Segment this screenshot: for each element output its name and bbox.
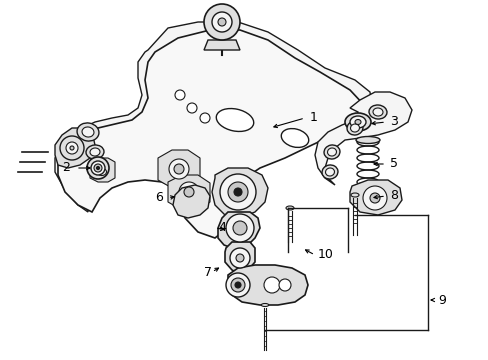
Text: 4: 4 <box>218 221 225 234</box>
Ellipse shape <box>203 4 240 40</box>
Text: 3: 3 <box>389 116 397 129</box>
Ellipse shape <box>212 12 231 32</box>
Polygon shape <box>212 168 267 218</box>
Ellipse shape <box>369 193 379 203</box>
Polygon shape <box>218 212 260 248</box>
Ellipse shape <box>179 182 199 202</box>
Ellipse shape <box>279 279 290 291</box>
Polygon shape <box>168 175 209 210</box>
Ellipse shape <box>227 182 247 202</box>
Ellipse shape <box>174 164 183 174</box>
Polygon shape <box>227 265 307 305</box>
Ellipse shape <box>186 103 197 113</box>
Text: 1: 1 <box>309 112 317 125</box>
Polygon shape <box>349 180 401 215</box>
Polygon shape <box>55 22 371 232</box>
Ellipse shape <box>70 146 74 150</box>
Polygon shape <box>203 40 240 50</box>
Ellipse shape <box>234 188 242 196</box>
Polygon shape <box>158 150 200 188</box>
Text: 7: 7 <box>203 265 212 279</box>
Polygon shape <box>173 185 209 218</box>
Text: 9: 9 <box>437 293 445 306</box>
Ellipse shape <box>285 206 293 210</box>
Polygon shape <box>55 128 95 168</box>
Ellipse shape <box>327 148 336 156</box>
Ellipse shape <box>216 108 253 131</box>
Ellipse shape <box>77 123 99 141</box>
Ellipse shape <box>354 120 360 125</box>
Ellipse shape <box>325 168 334 176</box>
Ellipse shape <box>368 105 386 119</box>
Ellipse shape <box>225 214 253 242</box>
Polygon shape <box>90 158 115 182</box>
Ellipse shape <box>66 142 78 154</box>
Text: 8: 8 <box>389 189 397 202</box>
Ellipse shape <box>82 127 94 137</box>
Ellipse shape <box>200 113 209 123</box>
Text: 6: 6 <box>155 192 163 204</box>
Ellipse shape <box>230 278 244 292</box>
Ellipse shape <box>264 277 280 293</box>
Ellipse shape <box>183 187 194 197</box>
Ellipse shape <box>175 90 184 100</box>
Ellipse shape <box>362 186 386 210</box>
Ellipse shape <box>87 157 109 179</box>
Ellipse shape <box>60 136 84 160</box>
Polygon shape <box>224 242 254 274</box>
Ellipse shape <box>350 193 358 197</box>
Ellipse shape <box>97 168 106 176</box>
Ellipse shape <box>345 113 370 131</box>
Text: 10: 10 <box>317 248 333 261</box>
Ellipse shape <box>350 124 359 132</box>
Text: 2: 2 <box>62 162 70 175</box>
Ellipse shape <box>94 164 102 172</box>
Ellipse shape <box>235 282 241 288</box>
Ellipse shape <box>169 159 189 179</box>
Text: 5: 5 <box>389 157 397 171</box>
Ellipse shape <box>86 145 104 159</box>
Ellipse shape <box>355 183 379 189</box>
Ellipse shape <box>372 108 382 116</box>
Polygon shape <box>314 92 411 185</box>
Ellipse shape <box>355 136 379 144</box>
Ellipse shape <box>96 166 99 170</box>
Polygon shape <box>58 30 364 238</box>
Ellipse shape <box>91 161 105 175</box>
Ellipse shape <box>229 248 249 268</box>
Ellipse shape <box>236 254 244 262</box>
Ellipse shape <box>218 18 225 26</box>
Ellipse shape <box>346 121 362 135</box>
Ellipse shape <box>322 165 337 179</box>
Ellipse shape <box>90 148 100 156</box>
Ellipse shape <box>225 273 249 297</box>
Ellipse shape <box>232 221 246 235</box>
Ellipse shape <box>220 174 256 210</box>
Ellipse shape <box>261 303 268 306</box>
Ellipse shape <box>349 116 365 128</box>
Ellipse shape <box>281 129 308 147</box>
Ellipse shape <box>324 145 339 159</box>
Ellipse shape <box>94 166 110 178</box>
